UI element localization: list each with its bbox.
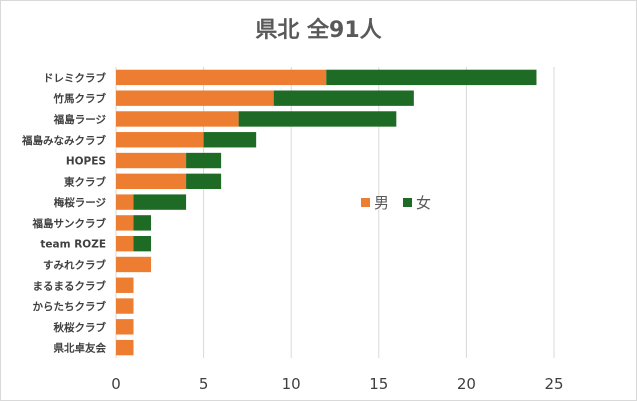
bar-segment bbox=[326, 69, 537, 86]
bar-segment bbox=[116, 277, 134, 293]
legend-label: 女 bbox=[416, 194, 431, 212]
bar-segment bbox=[116, 111, 239, 127]
bar-segment bbox=[116, 339, 134, 356]
bar-segment bbox=[116, 173, 187, 190]
x-tick-label: 10 bbox=[282, 375, 301, 393]
bar-segment bbox=[116, 152, 187, 169]
category-label: 県北卓友会 bbox=[54, 342, 107, 355]
x-tick-label: 5 bbox=[199, 375, 209, 393]
bar-segment bbox=[116, 319, 134, 335]
legend-label: 男 bbox=[374, 194, 389, 212]
category-label: 梅桜ラージ bbox=[54, 196, 107, 209]
category-label: 福島サンクラブ bbox=[32, 217, 107, 230]
category-label: すみれクラブ bbox=[43, 258, 106, 271]
category-label: 福島みなみクラブ bbox=[21, 134, 106, 147]
x-tick-label: 15 bbox=[369, 375, 388, 393]
bar-segment bbox=[186, 152, 222, 169]
x-tick-label: 25 bbox=[544, 375, 563, 393]
category-label: からたちクラブ bbox=[33, 300, 107, 313]
bar-segment bbox=[116, 256, 152, 273]
chart-title: 県北 全91人 bbox=[255, 18, 382, 43]
legend-swatch bbox=[361, 198, 370, 207]
bar-segment bbox=[238, 111, 397, 127]
bar-segment bbox=[133, 194, 187, 210]
category-label: team ROZE bbox=[40, 239, 106, 251]
x-tick-label: 20 bbox=[457, 375, 476, 393]
category-label: HOPES bbox=[66, 156, 106, 168]
category-label: まるまるクラブ bbox=[33, 279, 107, 292]
bar-segment bbox=[273, 90, 414, 106]
category-label: ドレミクラブ bbox=[43, 71, 106, 84]
bar-segment bbox=[133, 235, 152, 252]
bar-segment bbox=[116, 132, 204, 148]
bar-segment bbox=[116, 235, 134, 252]
bar-segment bbox=[116, 69, 327, 86]
category-label: 福島ラージ bbox=[53, 113, 107, 126]
category-label: 東クラブ bbox=[64, 175, 106, 188]
x-tick-label: 0 bbox=[111, 375, 121, 393]
bar-segment bbox=[116, 298, 134, 314]
bar-segment bbox=[116, 215, 134, 231]
bar-segment bbox=[203, 132, 257, 148]
legend-swatch bbox=[403, 198, 412, 207]
bar-segment bbox=[116, 90, 274, 106]
category-label: 秋桜クラブ bbox=[54, 321, 107, 334]
bar-segment bbox=[116, 194, 134, 210]
category-label: 竹馬クラブ bbox=[53, 92, 107, 105]
bar-segment bbox=[133, 215, 152, 231]
bar-segment bbox=[186, 173, 222, 190]
